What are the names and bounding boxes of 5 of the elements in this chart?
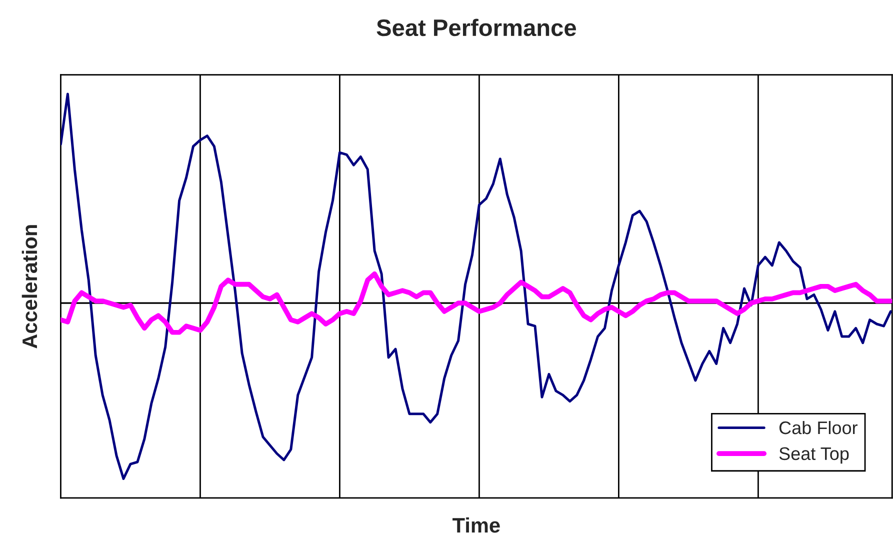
chart-title: Seat Performance [376, 18, 576, 36]
y-axis-title: Acceleration [22, 225, 38, 348]
legend-label: Cab Floor [779, 420, 858, 434]
legend-label: Seat Top [779, 447, 849, 464]
x-axis-title: Time [452, 517, 500, 533]
